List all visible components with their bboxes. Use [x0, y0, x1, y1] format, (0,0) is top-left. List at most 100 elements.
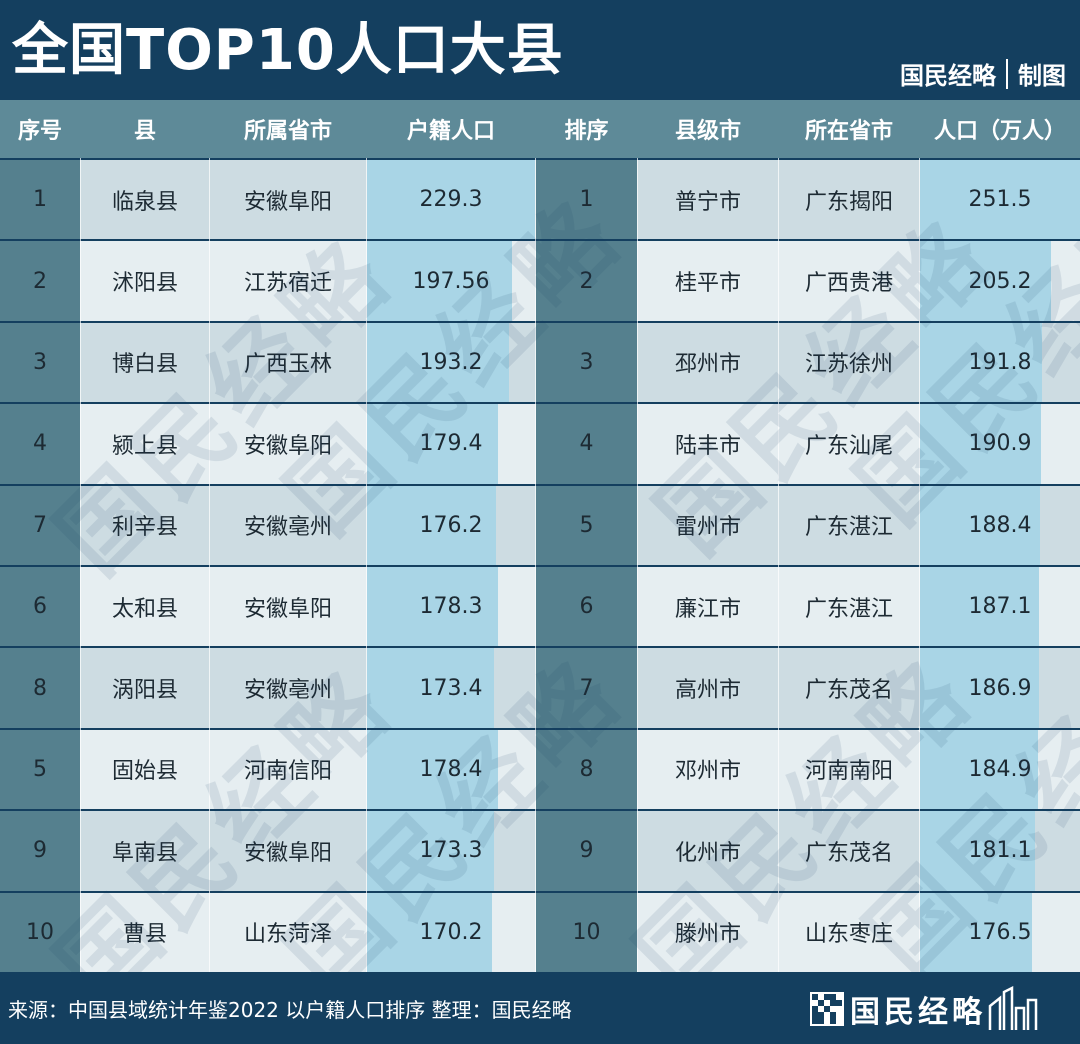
right-name-cell: 滕州市 — [674, 922, 741, 948]
column-header: 县级市 — [674, 119, 741, 144]
column-divider — [209, 158, 210, 972]
rank-cell-bg — [536, 322, 637, 403]
bar-population — [920, 404, 1042, 484]
right-name-cell: 廉江市 — [674, 596, 741, 622]
rank-cell-bg — [536, 404, 637, 484]
column-divider — [919, 158, 920, 972]
right-rank-cell: 1 — [579, 187, 594, 213]
right-region-cell: 山东枣庄 — [804, 922, 893, 948]
qr-module — [818, 1012, 824, 1018]
right-value-cell: 205.2 — [968, 268, 1032, 294]
left-region-cell: 安徽阜阳 — [243, 433, 332, 459]
qr-module — [836, 1000, 842, 1006]
column-divider — [535, 158, 536, 972]
right-region-cell: 广东茂名 — [804, 840, 893, 866]
bar-population — [920, 567, 1040, 647]
left-name-cell: 涡阳县 — [111, 678, 178, 704]
right-rank-cell: 7 — [579, 675, 594, 701]
right-rank-cell: 3 — [579, 349, 594, 375]
qr-module — [830, 994, 836, 1000]
right-value-cell: 184.9 — [968, 756, 1032, 782]
left-value-cell: 229.3 — [419, 187, 483, 213]
left-region-cell: 安徽亳州 — [243, 515, 332, 541]
rank-cell-bg — [0, 485, 80, 565]
bar-household-population — [367, 648, 495, 728]
left-value-cell: 173.4 — [419, 675, 483, 701]
bar-household-population — [367, 729, 498, 810]
bar-household-population — [367, 485, 497, 565]
left-name-cell: 曹县 — [122, 922, 167, 948]
right-value-cell: 190.9 — [968, 431, 1032, 457]
rank-cell-bg — [0, 811, 80, 891]
left-name-cell: 阜南县 — [111, 840, 178, 866]
bar-population — [920, 322, 1043, 403]
qr-module — [824, 1018, 830, 1024]
rank-cell-bg — [536, 567, 637, 647]
bar-household-population — [367, 567, 498, 647]
bar-population — [920, 648, 1039, 728]
column-header: 县 — [133, 119, 156, 144]
column-header-row — [0, 100, 1080, 158]
right-rank-cell: 10 — [572, 919, 601, 945]
rank-cell-bg — [0, 648, 80, 728]
right-name-cell: 邓州市 — [674, 759, 741, 785]
qr-module — [818, 994, 824, 1000]
qr-module — [818, 1000, 824, 1006]
building-icon — [988, 986, 1038, 1030]
right-name-cell: 高州市 — [674, 678, 741, 704]
rank-cell-bg — [536, 892, 637, 972]
left-value-cell: 178.4 — [419, 756, 483, 782]
bar-population — [920, 811, 1036, 891]
qr-module — [818, 1018, 824, 1024]
left-name-cell: 颍上县 — [111, 433, 178, 459]
right-region-cell: 广东湛江 — [804, 515, 893, 541]
qr-module — [830, 1006, 836, 1012]
right-region-cell: 广东茂名 — [804, 678, 893, 704]
rank-cell-bg — [0, 241, 80, 321]
bar-population — [920, 241, 1051, 321]
column-header: 所属省市 — [243, 119, 332, 144]
ranking-table: 序号县所属省市 户籍人口 排序 县级市 所在省市 人口（万人） 1 1 临泉县 普宁市 安徽阜阳 广东… — [0, 100, 1080, 1025]
right-value-cell: 187.1 — [968, 594, 1032, 620]
left-name-cell: 博白县 — [111, 352, 178, 378]
qr-module — [812, 1000, 818, 1006]
left-value-cell: 173.3 — [419, 838, 483, 864]
footer: 来源：中国县域统计年鉴2022 以户籍人口排序 整理：国民经略 国民经略 — [0, 972, 1080, 1044]
right-name-cell: 雷州市 — [674, 515, 741, 541]
right-value-cell: 188.4 — [968, 512, 1032, 538]
right-value-cell: 181.1 — [968, 838, 1032, 864]
right-rank-cell: 4 — [579, 431, 594, 457]
left-region-cell: 广西玉林 — [243, 352, 332, 378]
left-rank-cell: 6 — [33, 594, 47, 620]
right-rank-cell: 5 — [579, 512, 594, 538]
credit-org: 国民经略 — [900, 61, 996, 90]
right-region-cell: 广东汕尾 — [804, 433, 893, 459]
bar-population — [920, 485, 1040, 565]
bar-population — [920, 160, 1080, 240]
left-rank-cell: 7 — [33, 512, 47, 538]
left-name-cell: 沭阳县 — [111, 271, 178, 297]
right-region-cell: 河南南阳 — [804, 759, 893, 785]
rank-cell-bg — [0, 892, 80, 972]
column-header: 所在省市 — [804, 119, 893, 144]
right-region-cell: 广西贵港 — [804, 271, 893, 297]
right-rank-cell: 9 — [579, 838, 594, 864]
credit-label: 制图 — [1018, 61, 1066, 90]
column-header: 排序 — [564, 119, 609, 144]
rank-cell-bg — [536, 648, 637, 728]
column-header: 序号 — [17, 119, 62, 144]
left-rank-cell: 10 — [26, 919, 54, 945]
left-rank-cell: 3 — [33, 349, 47, 375]
bar-household-population — [367, 892, 492, 972]
qr-module — [830, 1018, 836, 1024]
qr-module — [836, 1012, 842, 1018]
left-value-cell: 179.4 — [419, 431, 483, 457]
left-name-cell: 临泉县 — [111, 189, 178, 215]
qr-module — [824, 1000, 830, 1006]
column-divider — [366, 158, 367, 972]
rank-cell-bg — [536, 811, 637, 891]
left-value-cell: 193.2 — [419, 349, 483, 375]
rank-cell-bg — [536, 485, 637, 565]
column-divider — [80, 158, 81, 972]
credit: 国民经略 制图 — [900, 56, 1066, 91]
